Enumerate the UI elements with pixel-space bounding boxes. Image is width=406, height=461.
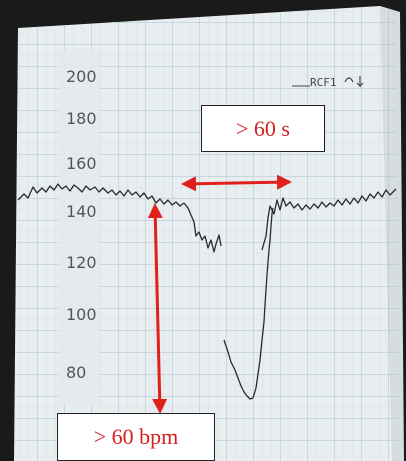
scale-label: 100 (66, 305, 97, 324)
scale-label: 200 (66, 67, 97, 86)
scale-label: 140 (66, 202, 97, 221)
scale-label: 160 (66, 154, 97, 173)
scale-label: 120 (66, 253, 97, 272)
scale-labels: 200 180 160 140 120 100 80 (66, 67, 97, 382)
duration-label: > 60 s (236, 115, 290, 141)
scale-label: 180 (66, 109, 97, 128)
depth-arrow (147, 203, 168, 414)
depth-label: > 60 bpm (93, 424, 179, 449)
duration-callout: > 60 s (201, 105, 325, 152)
scale-label: 80 (66, 363, 86, 382)
depth-callout: > 60 bpm (57, 413, 215, 461)
duration-arrow (181, 174, 292, 192)
strip-header-text: RCF1 (310, 76, 337, 89)
heart-rate-trace (17, 183, 397, 400)
